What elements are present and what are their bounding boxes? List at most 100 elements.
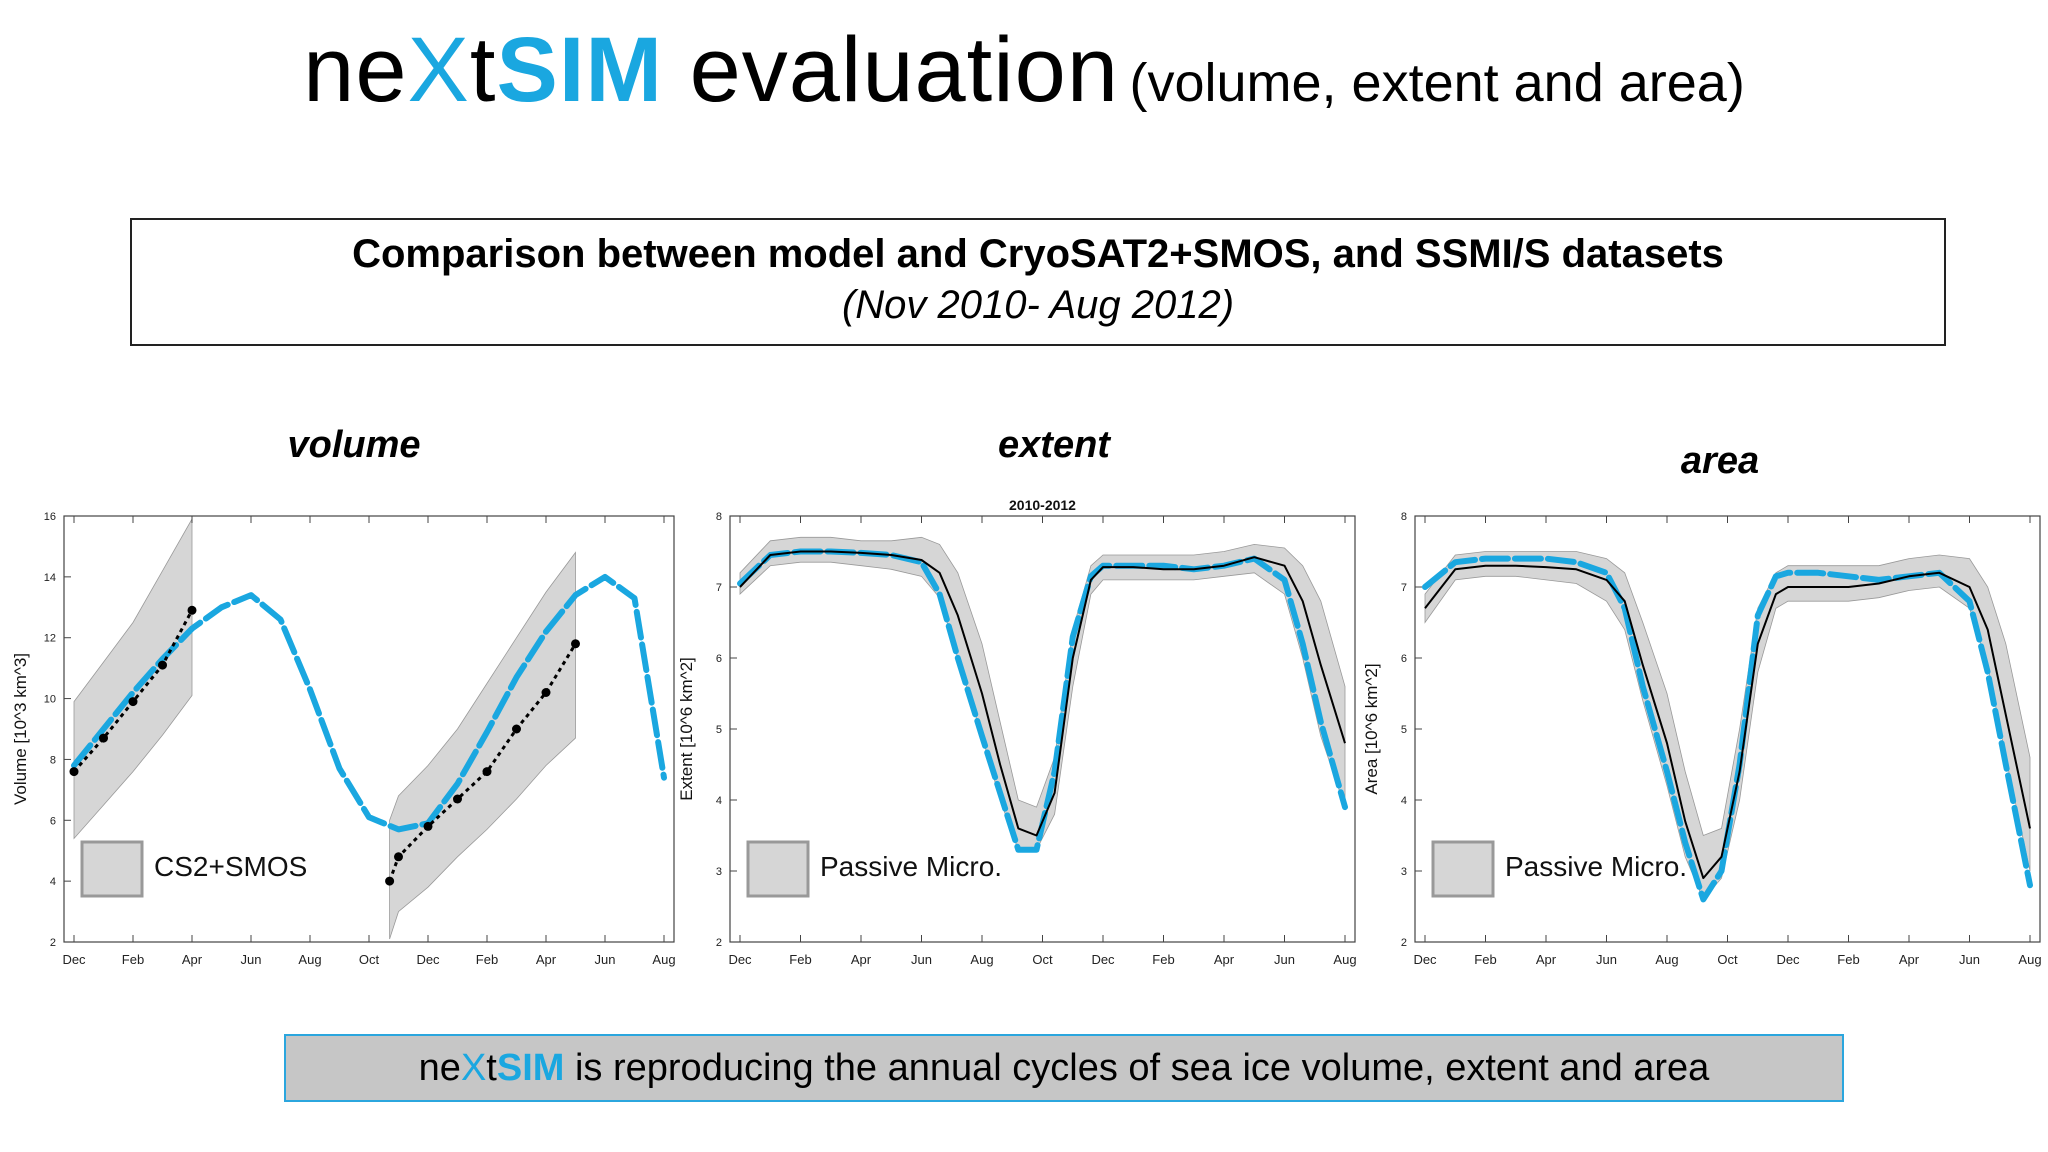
title-x: X xyxy=(407,19,470,121)
extent-label: extent xyxy=(998,424,1110,466)
volume-y-axis-label: Volume [10^3 km^3] xyxy=(11,653,30,805)
volume-label: volume xyxy=(287,424,421,466)
extent-y-tick-label: 8 xyxy=(716,511,722,523)
area-x-tick-label: Dec xyxy=(1413,952,1437,967)
area-x-tick-label: Jun xyxy=(1596,952,1617,967)
volume-x-tick-label: Dec xyxy=(416,952,440,967)
page-title: neXtSIM evaluation (volume, extent and a… xyxy=(0,18,2048,123)
title-evaluation: evaluation xyxy=(663,19,1120,121)
title-subtitle: (volume, extent and area) xyxy=(1129,53,1745,113)
title-t: t xyxy=(469,19,497,121)
area-y-tick-label: 4 xyxy=(1401,795,1407,807)
volume-y-tick-label: 10 xyxy=(44,694,56,706)
extent-obs-line xyxy=(739,550,1346,837)
volume-obs-point xyxy=(512,724,521,734)
area-y-tick-label: 2 xyxy=(1401,937,1407,949)
extent-x-tick-label: Apr xyxy=(1214,952,1235,967)
summary-t: t xyxy=(486,1047,497,1089)
summary-x: X xyxy=(460,1047,487,1089)
area-x-tick-label: Feb xyxy=(1837,952,1859,967)
volume-y-tick-label: 8 xyxy=(50,754,56,766)
extent-x-tick-label: Jun xyxy=(911,952,932,967)
extent-y-tick-label: 6 xyxy=(716,653,722,665)
extent-x-tick-label: Jun xyxy=(1274,952,1295,967)
extent-x-tick-label: Aug xyxy=(970,952,993,967)
area-x-tick-label: Apr xyxy=(1536,952,1557,967)
volume-obs-point xyxy=(385,876,395,886)
comparison-line2: (Nov 2010- Aug 2012) xyxy=(841,283,1235,327)
volume-x-tick-label: Jun xyxy=(241,952,262,967)
volume-obs-point xyxy=(99,733,108,743)
extent-y-tick-label: 4 xyxy=(716,795,722,807)
area-obs-line xyxy=(1424,564,2031,880)
volume-obs-point xyxy=(423,821,433,831)
volume-y-tick-label: 6 xyxy=(50,815,56,827)
area-y-axis-label: Area [10^6 km^2] xyxy=(1362,663,1381,794)
area-legend-label: Passive Micro. xyxy=(1505,851,1687,882)
volume-obs-line-1 xyxy=(388,643,577,882)
area-x-tick-label: Jun xyxy=(1959,952,1980,967)
volume-y-tick-label: 2 xyxy=(50,937,56,949)
volume-obs-point xyxy=(571,639,580,649)
area-y-tick-label: 8 xyxy=(1401,511,1407,523)
volume-obs-point xyxy=(187,605,197,615)
extent-x-tick-label: Aug xyxy=(1333,952,1356,967)
area-y-tick-label: 3 xyxy=(1401,866,1407,878)
volume-obs-point xyxy=(69,767,79,777)
extent-x-tick-label: Feb xyxy=(1152,952,1174,967)
extent-legend-label: Passive Micro. xyxy=(820,851,1002,882)
area-y-tick-label: 7 xyxy=(1401,582,1407,594)
volume-legend-swatch xyxy=(80,840,144,898)
extent-y-tick-label: 2 xyxy=(716,937,722,949)
summary-banner: neXtSIM is reproducing the annual cycles… xyxy=(284,1034,1844,1102)
area-label: area xyxy=(1680,440,1760,482)
title-ne: ne xyxy=(303,19,408,121)
extent-x-tick-label: Dec xyxy=(1091,952,1115,967)
area-y-tick-label: 6 xyxy=(1401,653,1407,665)
volume-obs-point xyxy=(453,794,462,804)
comparison-box: Comparison between model and CryoSAT2+SM… xyxy=(130,218,1946,346)
volume-model-line xyxy=(71,573,667,833)
area-x-tick-label: Oct xyxy=(1717,952,1738,967)
volume-y-tick-label: 12 xyxy=(44,633,56,645)
volume-x-tick-label: Feb xyxy=(122,952,144,967)
area-x-tick-label: Aug xyxy=(1655,952,1678,967)
extent-y-tick-label: 3 xyxy=(716,866,722,878)
extent-x-tick-label: Feb xyxy=(789,952,811,967)
summary-sim: SIM xyxy=(496,1047,565,1089)
extent-y-tick-label: 7 xyxy=(716,582,722,594)
volume-x-tick-label: Feb xyxy=(476,952,498,967)
volume-x-tick-label: Jun xyxy=(595,952,616,967)
extent-y-axis-label: Extent [10^6 km^2] xyxy=(677,657,696,801)
volume-y-tick-label: 16 xyxy=(44,511,56,523)
volume-legend-label: CS2+SMOS xyxy=(154,851,307,882)
title-sim: SIM xyxy=(496,19,664,121)
summary-text: is reproducing the annual cycles of sea … xyxy=(564,1047,1710,1089)
volume-obs-point xyxy=(482,767,492,777)
volume-obs-point xyxy=(128,697,138,707)
area-x-tick-label: Aug xyxy=(2018,952,2041,967)
area-x-tick-label: Apr xyxy=(1899,952,1920,967)
volume-x-tick-label: Dec xyxy=(62,952,86,967)
extent-x-tick-label: Oct xyxy=(1032,952,1053,967)
extent-x-tick-label: Apr xyxy=(851,952,872,967)
area-x-tick-label: Feb xyxy=(1474,952,1496,967)
extent-legend-swatch xyxy=(746,840,810,898)
area-x-tick-label: Dec xyxy=(1776,952,1800,967)
volume-x-tick-label: Oct xyxy=(359,952,380,967)
volume-obs-point xyxy=(394,852,403,862)
volume-obs-point xyxy=(158,660,167,670)
extent-uncertainty-band-0 xyxy=(739,536,1346,851)
extent-chart-title: 2010-2012 xyxy=(1009,497,1076,513)
volume-x-tick-label: Apr xyxy=(536,952,557,967)
volume-y-tick-label: 14 xyxy=(44,572,56,584)
volume-uncertainty-band-0 xyxy=(73,517,193,840)
volume-y-tick-label: 4 xyxy=(50,876,56,888)
volume-x-tick-label: Aug xyxy=(298,952,321,967)
volume-obs-point xyxy=(541,688,551,697)
comparison-line1: Comparison between model and CryoSAT2+SM… xyxy=(352,232,1724,276)
volume-x-tick-label: Aug xyxy=(652,952,675,967)
volume-x-tick-label: Apr xyxy=(182,952,203,967)
area-y-tick-label: 5 xyxy=(1401,724,1407,736)
